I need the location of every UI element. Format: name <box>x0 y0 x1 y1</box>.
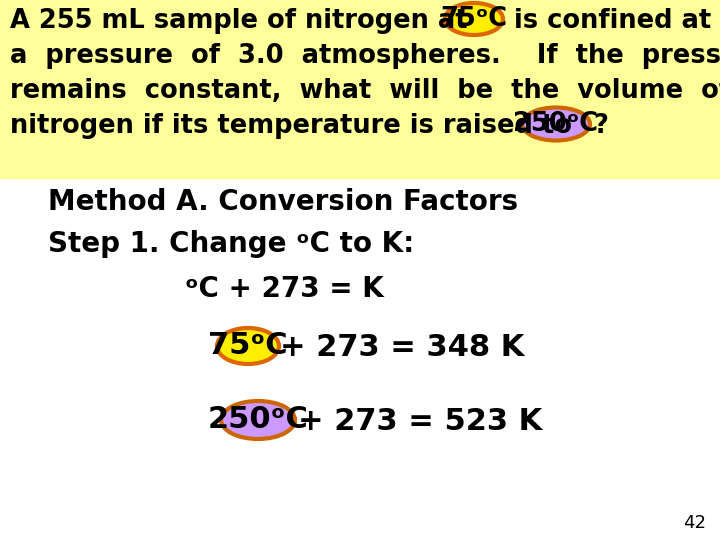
Text: A 255 mL sample of nitrogen at: A 255 mL sample of nitrogen at <box>10 8 477 34</box>
Text: a  pressure  of  3.0  atmospheres.    If  the  pressure: a pressure of 3.0 atmospheres. If the pr… <box>10 43 720 69</box>
Ellipse shape <box>221 401 295 439</box>
Text: 42: 42 <box>683 514 706 532</box>
Text: 75ᵒC: 75ᵒC <box>441 6 508 32</box>
Text: remains  constant,  what  will  be  the  volume  of  the: remains constant, what will be the volum… <box>10 78 720 104</box>
Ellipse shape <box>445 3 503 35</box>
Text: + 273 = 523 K: + 273 = 523 K <box>298 407 542 436</box>
Text: + 273 = 348 K: + 273 = 348 K <box>280 333 524 362</box>
Text: ᵒC + 273 = K: ᵒC + 273 = K <box>185 275 384 303</box>
Text: 250ᵒC: 250ᵒC <box>513 111 598 137</box>
Text: 75ᵒC: 75ᵒC <box>208 332 288 361</box>
Text: 250ᵒC: 250ᵒC <box>207 406 308 435</box>
FancyBboxPatch shape <box>0 0 720 178</box>
Text: Method A. Conversion Factors: Method A. Conversion Factors <box>48 188 518 216</box>
Ellipse shape <box>217 328 279 364</box>
Text: nitrogen if its temperature is raised to: nitrogen if its temperature is raised to <box>10 113 581 139</box>
Text: ?: ? <box>593 113 608 139</box>
Text: is confined at: is confined at <box>505 8 711 34</box>
Text: Step 1. Change ᵒC to K:: Step 1. Change ᵒC to K: <box>48 230 414 258</box>
Ellipse shape <box>522 107 590 140</box>
